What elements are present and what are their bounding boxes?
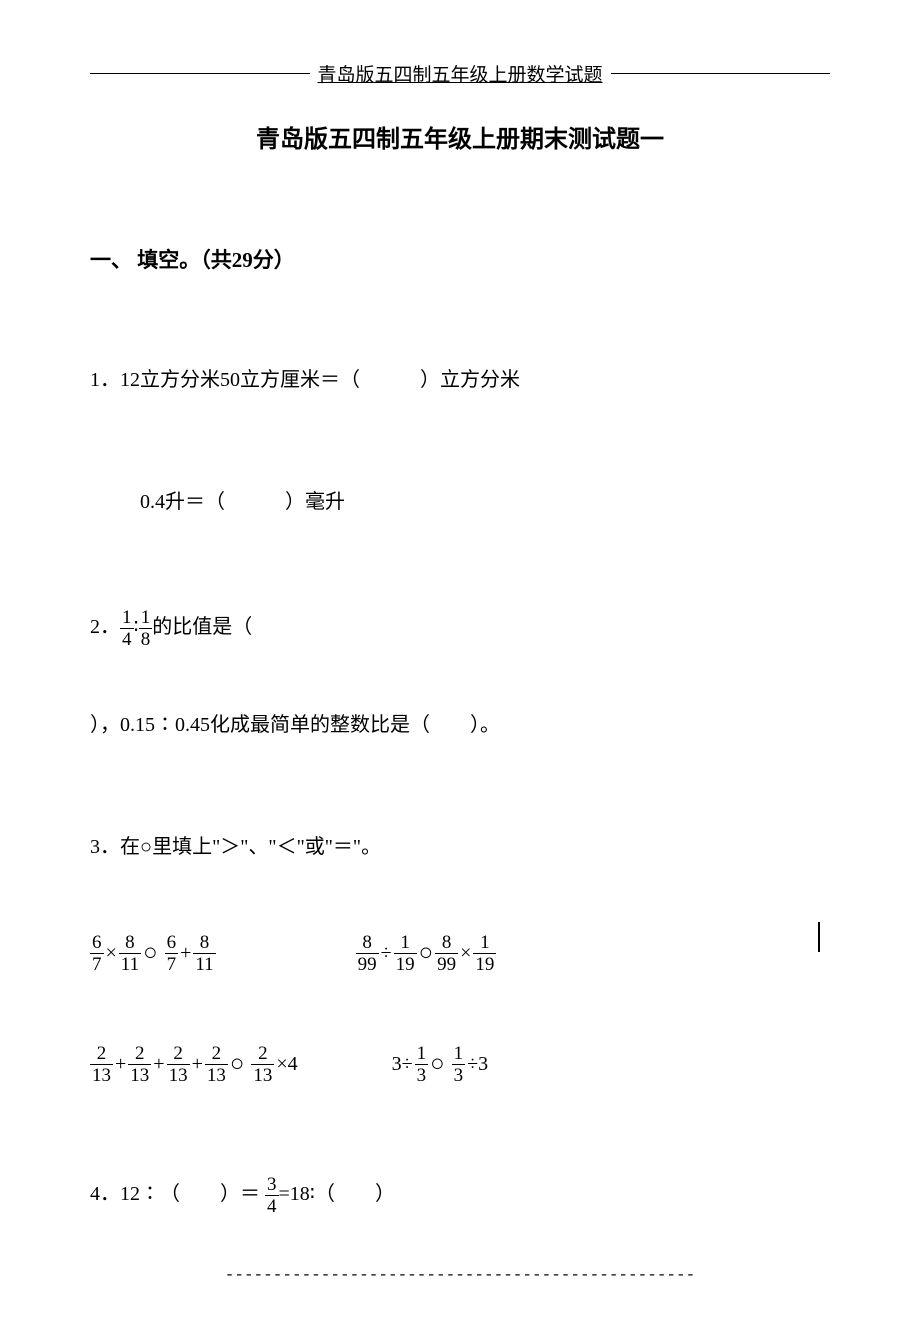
- q3-expr4: 3÷13○ 13÷3: [390, 1044, 490, 1085]
- question-4: 4．12∶（ ）＝ 34=18∶（ ）: [90, 1175, 830, 1216]
- question-2-line1: 2．14∶18的比值是（: [90, 608, 830, 649]
- question-1-line1: 1．12立方分米50立方厘米＝（ ）立方分米: [90, 364, 830, 396]
- circle-icon: ○: [230, 1051, 245, 1078]
- q4-frac: 34: [265, 1175, 279, 1216]
- question-3-line: 3．在○里填上"＞"、"＜"或"＝"。: [90, 831, 830, 863]
- q4-suffix: =18∶（ ）: [279, 1183, 395, 1205]
- q4-prefix: 4．12∶（ ）＝: [90, 1183, 265, 1205]
- header-line-right: [611, 73, 831, 74]
- circle-icon: ○: [419, 940, 434, 967]
- section-1-heading: 一、 填空。（共29分）: [90, 244, 830, 274]
- header-line-left: [90, 73, 310, 74]
- page-header: 青岛版五四制五年级上册数学试题: [90, 60, 830, 87]
- q2-prefix: 2．: [90, 616, 120, 638]
- q2-frac1: 14: [120, 608, 134, 649]
- header-title: 青岛版五四制五年级上册数学试题: [310, 60, 611, 87]
- footer-divider: ----------------------------------------…: [90, 1266, 830, 1284]
- q3-row1: 67×811○ 67+811 899÷119○899×119: [90, 933, 830, 974]
- q2-mid: 的比值是（: [152, 616, 252, 638]
- exam-title: 青岛版五四制五年级上册期末测试题一: [90, 119, 830, 154]
- question-1-line2: 0.4升＝（ ）毫升: [140, 486, 830, 518]
- circle-icon: ○: [143, 940, 158, 967]
- q3-expr2: 899÷119○899×119: [356, 933, 497, 974]
- q3-expr1: 67×811○ 67+811: [90, 933, 216, 974]
- circle-icon: ○: [430, 1051, 445, 1078]
- q3-row2: 213+213+213+213○ 213×4 3÷13○ 13÷3: [90, 1044, 830, 1085]
- q2-frac2: 18: [139, 608, 153, 649]
- q3-expr3: 213+213+213+213○ 213×4: [90, 1044, 300, 1085]
- text-cursor: [818, 922, 820, 952]
- question-2-line2: ），0.15∶0.45化成最简单的整数比是（ ）。: [90, 709, 830, 741]
